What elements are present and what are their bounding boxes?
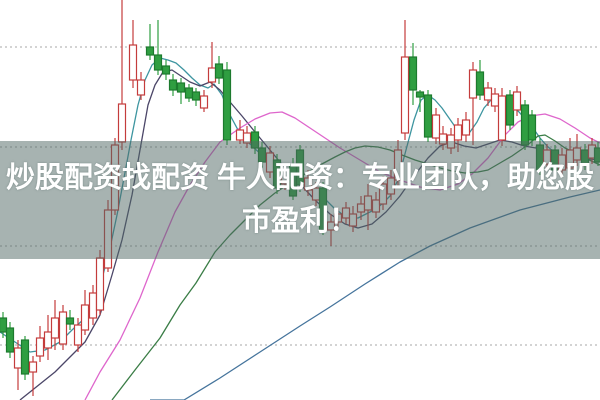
candle-down <box>161 65 171 75</box>
candle-down <box>184 87 194 99</box>
candle-up <box>461 119 471 136</box>
candle-up <box>400 56 410 134</box>
candle-up <box>128 44 138 81</box>
candle-up <box>483 87 493 101</box>
candle-down <box>423 94 433 138</box>
candle-down <box>153 54 163 71</box>
candle-down <box>191 91 201 101</box>
candle-down <box>505 94 515 126</box>
candle-down <box>0 317 8 333</box>
candle-down <box>408 56 418 91</box>
promo-banner-text: 炒股配资找配资 牛人配资：专业团队，助您股市盈利！ <box>5 161 595 238</box>
candle-up <box>58 311 68 345</box>
candle-down <box>20 339 30 375</box>
candle-up <box>497 95 507 141</box>
candle-up <box>43 331 53 349</box>
candle-down <box>5 327 15 353</box>
candle-down <box>176 82 186 93</box>
candle-down <box>214 63 224 79</box>
candle-down <box>145 46 155 56</box>
candle-up <box>117 103 127 143</box>
candle-down <box>65 317 75 325</box>
candle-up <box>207 67 217 83</box>
candle-down <box>520 104 530 146</box>
candle-up <box>431 114 441 139</box>
candle-up <box>512 91 522 111</box>
candle-up <box>73 324 83 346</box>
candle-down <box>222 69 232 141</box>
candle-up <box>235 129 245 141</box>
candle-up <box>136 79 146 96</box>
candle-up <box>35 337 45 357</box>
candle-up <box>453 124 463 141</box>
candle-up <box>50 317 60 339</box>
candle-down <box>168 79 178 91</box>
candle-up <box>88 292 98 319</box>
candle-up <box>13 347 23 369</box>
candle-up <box>490 93 500 107</box>
candle-down <box>527 114 537 141</box>
promo-banner-overlay: 炒股配资找配资 牛人配资：专业团队，助您股市盈利！ <box>0 141 600 259</box>
candle-up <box>468 69 478 99</box>
candle-up <box>95 257 105 311</box>
candle-down <box>415 91 425 98</box>
candle-up <box>80 304 90 331</box>
candle-up <box>199 95 209 109</box>
candle-down <box>475 71 485 96</box>
candle-up <box>28 361 38 373</box>
